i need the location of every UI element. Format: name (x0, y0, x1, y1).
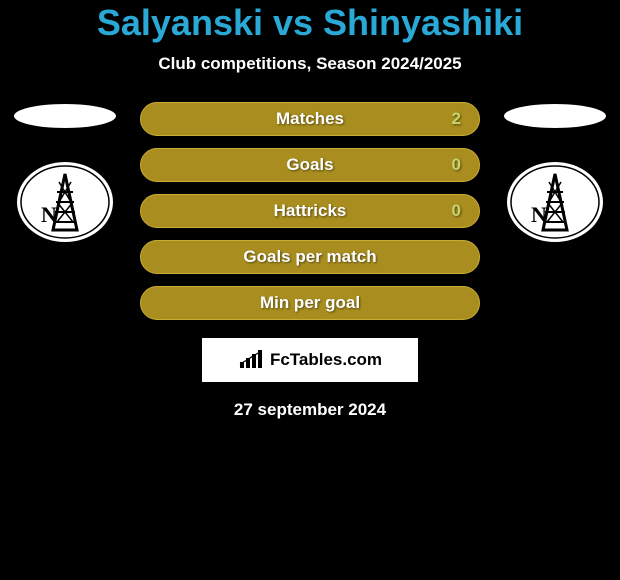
subtitle: Club competitions, Season 2024/2025 (0, 54, 620, 74)
stat-label: Hattricks (157, 201, 463, 221)
stats-column: Matches2Goals0Hattricks0Goals per matchM… (140, 102, 480, 320)
svg-text:N: N (531, 202, 547, 227)
root: Salyanski vs Shinyashiki Club competitio… (0, 0, 620, 420)
oil-derrick-logo-icon: N (15, 160, 115, 244)
club-logo-left: N (15, 160, 115, 244)
stat-bar: Goals per match (140, 240, 480, 274)
svg-text:N: N (41, 202, 57, 227)
stat-value: 0 (452, 201, 461, 221)
page-title: Salyanski vs Shinyashiki (0, 2, 620, 44)
player-photo-placeholder-right (504, 104, 606, 128)
stat-value: 0 (452, 155, 461, 175)
stat-label: Min per goal (157, 293, 463, 313)
stat-value: 2 (452, 109, 461, 129)
player-photo-placeholder-left (14, 104, 116, 128)
stat-label: Matches (157, 109, 463, 129)
date-label: 27 september 2024 (0, 400, 620, 420)
stat-bar: Matches2 (140, 102, 480, 136)
stat-bar: Hattricks0 (140, 194, 480, 228)
left-player-col: N (10, 102, 120, 244)
club-logo-right: N (505, 160, 605, 244)
oil-derrick-logo-icon: N (505, 160, 605, 244)
stat-bar: Min per goal (140, 286, 480, 320)
right-player-col: N (500, 102, 610, 244)
stat-bar: Goals0 (140, 148, 480, 182)
brand-box: FcTables.com (202, 338, 418, 382)
stat-label: Goals per match (157, 247, 463, 267)
brand-label: FcTables.com (270, 350, 382, 370)
stat-label: Goals (157, 155, 463, 175)
body-row: N Matches2Goals0Hattricks0Goals per matc… (0, 102, 620, 320)
bar-chart-icon (238, 350, 264, 370)
